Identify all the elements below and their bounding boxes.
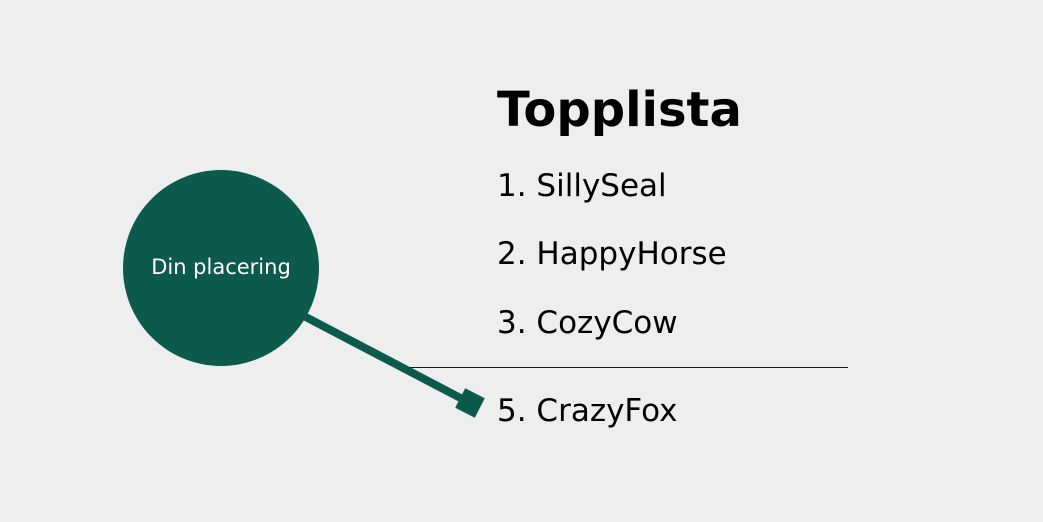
callout-pointer-line bbox=[298, 310, 472, 407]
leaderboard-entry-1: 1. SillySeal bbox=[497, 168, 667, 204]
leaderboard-own-entry: 5. CrazyFox bbox=[497, 393, 678, 429]
callout-label: Din placering bbox=[151, 255, 291, 279]
callout-bubble bbox=[123, 170, 319, 366]
callout-pointer-tip bbox=[455, 388, 485, 418]
leaderboard-divider bbox=[410, 367, 848, 368]
leaderboard-title: Topplista bbox=[497, 82, 742, 138]
leaderboard-entry-2: 2. HappyHorse bbox=[497, 236, 727, 272]
leaderboard-entry-3: 3. CozyCow bbox=[497, 305, 678, 341]
